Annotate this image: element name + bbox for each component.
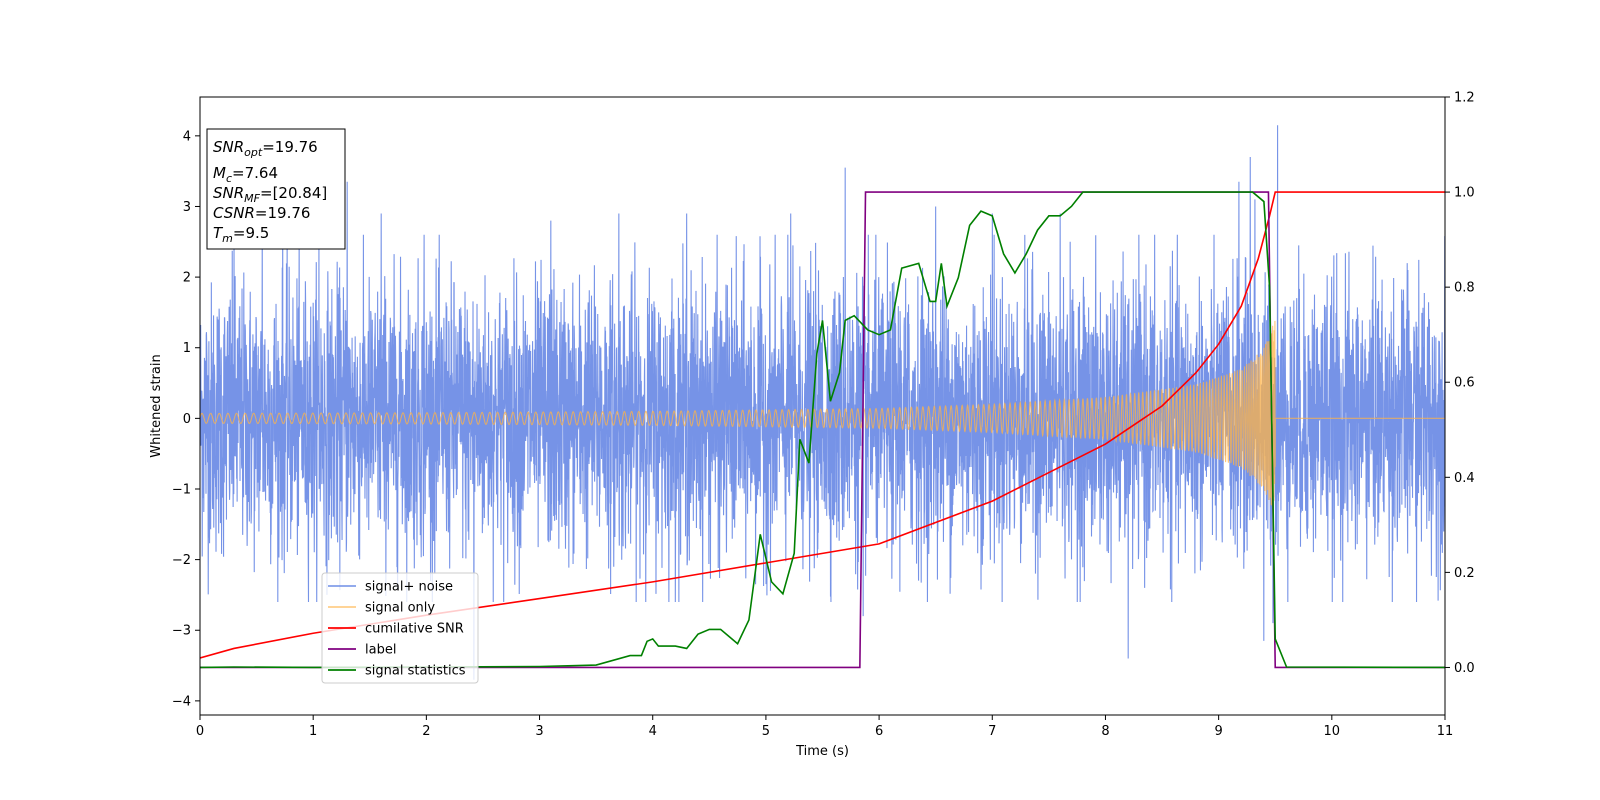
y-tick-label: 3	[183, 200, 191, 215]
y-tick-label: −4	[172, 694, 191, 709]
info-value: =9.5	[233, 224, 269, 242]
info-value: =7.64	[232, 164, 278, 182]
y-tick-label: −2	[172, 553, 191, 568]
y2-tick-label: 0.6	[1454, 376, 1475, 391]
y2-tick-label: 1.0	[1454, 186, 1475, 201]
y-axis-title: Whitened strain	[149, 354, 164, 457]
x-tick-label: 5	[762, 724, 770, 739]
info-symbol: T	[213, 224, 224, 242]
info-subscript: opt	[244, 146, 263, 159]
y-tick-label: 0	[183, 412, 191, 427]
x-tick-label: 8	[1101, 724, 1109, 739]
y-tick-label: 1	[183, 341, 191, 356]
series-signal-only	[200, 320, 1445, 507]
y-tick-label: 2	[183, 271, 191, 286]
x-tick-label: 7	[988, 724, 996, 739]
info-line: CSNR=19.76	[213, 204, 310, 222]
info-subscript: c	[226, 172, 232, 185]
x-tick-label: 9	[1214, 724, 1222, 739]
y-tick-label: 4	[183, 129, 191, 144]
y2-tick-label: 0.8	[1454, 281, 1475, 296]
x-tick-label: 6	[875, 724, 883, 739]
x-tick-label: 4	[649, 724, 657, 739]
legend-entry: label	[365, 643, 396, 658]
info-value: =[20.84]	[260, 184, 327, 202]
legend: signal+ noise signal only cumilative SNR la…	[321, 572, 479, 684]
x-tick-label: 2	[422, 724, 430, 739]
legend-entry: signal statistics	[365, 664, 466, 679]
axes-frame	[199, 96, 1446, 716]
info-box-frame	[206, 128, 346, 250]
info-symbol: SNR	[213, 138, 244, 156]
info-value: =19.76	[262, 138, 318, 156]
y2-tick-label: 1.2	[1454, 91, 1475, 106]
info-subscript: MF	[244, 192, 260, 205]
y-tick-label: −1	[172, 482, 191, 497]
x-tick-label: 11	[1437, 724, 1454, 739]
x-axis-title: Time (s)	[795, 744, 849, 759]
info-line: Tm=9.5	[213, 224, 269, 245]
info-symbol: SNR	[213, 184, 244, 202]
y2-tick-label: 0.2	[1454, 566, 1475, 581]
info-line: Mc=7.64	[213, 164, 278, 185]
legend-entry: signal+ noise	[365, 580, 453, 595]
legend-entry: signal only	[365, 601, 435, 616]
legend-frame	[321, 572, 479, 684]
info-line: SNRopt=19.76	[213, 138, 318, 159]
info-box: SNRopt=19.76Mc=7.64SNRMF=[20.84]CSNR=19.…	[206, 128, 346, 250]
info-symbol: CSNR	[213, 204, 255, 222]
info-line: SNRMF=[20.84]	[213, 184, 327, 205]
x-tick-label: 10	[1324, 724, 1341, 739]
x-tick-label: 0	[196, 724, 204, 739]
info-subscript: m	[222, 232, 233, 245]
x-tick-label: 1	[309, 724, 317, 739]
x-tick-label: 3	[535, 724, 543, 739]
series-signal-statistics	[200, 191, 1445, 669]
y-tick-label: −3	[172, 624, 191, 639]
y2-tick-label: 0.0	[1454, 661, 1475, 676]
info-value: =19.76	[255, 204, 311, 222]
axes: 0 1 2 3 4 5 6 7 8 9 10 11 −4 −3 −2 −1 0 1 2 3 4 0.0 0.2 0.4 0.6 0…	[149, 91, 1475, 760]
y2-tick-label: 0.4	[1454, 471, 1475, 486]
legend-entry: cumilative SNR	[365, 622, 464, 637]
info-symbol: M	[213, 164, 226, 182]
